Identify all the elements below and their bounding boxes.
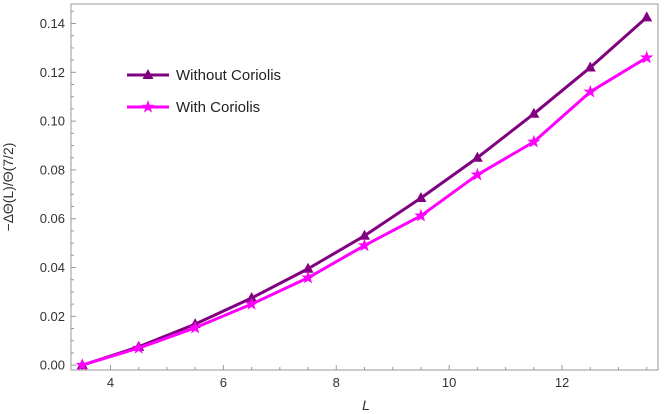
x-axis-ticks: 4 6 8 10 12 (81, 365, 648, 390)
x-tick-label: 10 (442, 375, 456, 390)
data-point (528, 107, 540, 118)
data-point (583, 84, 597, 98)
data-point (75, 358, 89, 371)
data-point (301, 270, 315, 284)
legend-marker-with-coriolis (141, 100, 155, 113)
data-point (132, 341, 146, 354)
x-tick-label: 4 (107, 375, 114, 390)
legend-marker-without-coriolis (142, 69, 154, 79)
data-point (302, 262, 314, 273)
y-tick-label: 0.02 (40, 309, 65, 324)
y-axis-label: −ΔΘ(L)/Θ(7/2) (0, 143, 16, 232)
y-tick-label: 0.04 (40, 260, 65, 275)
data-point (357, 238, 372, 252)
x-axis-label: L (362, 397, 370, 413)
data-point (246, 292, 258, 303)
y-tick-label: 0.08 (40, 162, 65, 177)
y-axis-ticks: 0.00 0.02 0.04 0.06 0.08 0.10 0.12 0.14 (40, 10, 76, 373)
legend-label-without-coriolis: Without Coriolis (176, 67, 281, 84)
series-without-coriolis (76, 11, 653, 370)
x-tick-label: 12 (555, 375, 569, 390)
series-group (75, 11, 654, 371)
series-line-with-coriolis (81, 56, 648, 367)
plot-frame (70, 3, 659, 371)
data-point (641, 11, 653, 22)
data-point (527, 134, 541, 148)
y-tick-label: 0.10 (40, 114, 65, 129)
y-tick-label: 0.06 (40, 211, 65, 226)
x-tick-label: 8 (333, 375, 340, 390)
data-point (359, 229, 370, 240)
data-point (470, 167, 485, 181)
data-point (414, 208, 428, 222)
data-point (584, 61, 596, 72)
y-tick-label: 0.00 (40, 358, 65, 373)
series-line-without-coriolis (81, 16, 648, 367)
data-point (415, 191, 427, 202)
y-tick-label: 0.14 (40, 16, 65, 31)
data-point (640, 50, 654, 64)
data-point (244, 297, 259, 310)
legend-label-with-coriolis: With Coriolis (176, 99, 260, 116)
data-point (188, 320, 202, 334)
data-point (471, 151, 483, 162)
series-with-coriolis (75, 50, 654, 371)
x-tick-label: 6 (220, 375, 227, 390)
y-tick-label: 0.12 (40, 65, 65, 80)
legend: Without Coriolis With Coriolis (127, 67, 281, 116)
